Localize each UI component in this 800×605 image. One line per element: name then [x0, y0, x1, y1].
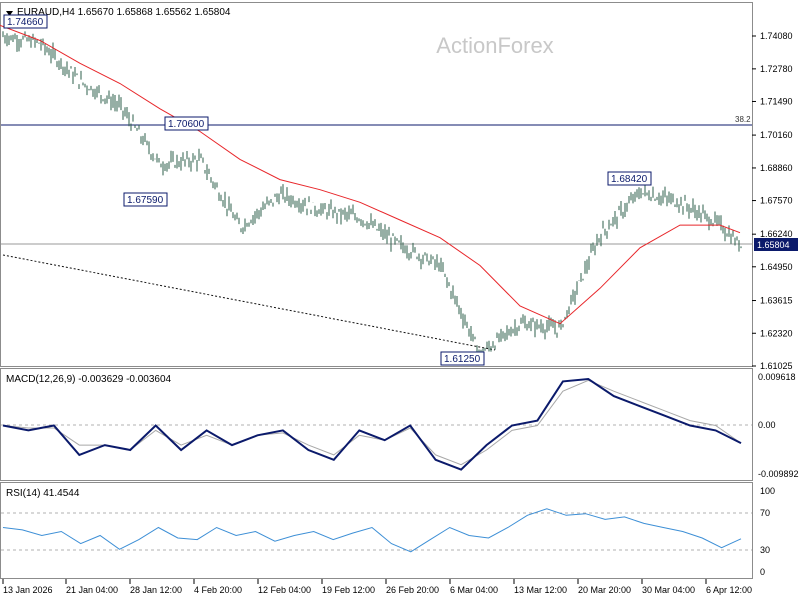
label-high1-text: 1.74660 — [7, 17, 44, 28]
macd-ytick-bottom: -0.009892 — [758, 469, 799, 479]
x-tick-label: 26 Feb 20:00 — [386, 585, 439, 595]
x-tick-label: 4 Feb 20:00 — [194, 585, 242, 595]
fib-label: 38.2 — [735, 115, 751, 124]
main-ytick-label: 1.62320 — [760, 328, 793, 338]
x-tick-label: 13 Jan 2026 — [3, 585, 53, 595]
main-ytick-label: 1.72780 — [760, 64, 793, 74]
macd-line — [2, 377, 742, 471]
rsi-panel-frame — [0, 482, 753, 579]
moving-average-line — [0, 24, 741, 325]
rsi-ytick-30: 30 — [760, 545, 770, 555]
rsi-ytick-70: 70 — [760, 508, 770, 518]
macd-panel-frame — [0, 368, 753, 481]
x-tick-label: 30 Mar 04:00 — [642, 585, 695, 595]
watermark: ActionForex — [436, 33, 553, 58]
x-tick-label: 6 Mar 04:00 — [450, 585, 498, 595]
symbol-header: EURAUD,H4 1.65670 1.65868 1.65562 1.6580… — [17, 7, 231, 18]
main-ytick-label: 1.66240 — [760, 229, 793, 239]
x-axis: 13 Jan 2026 21 Jan 04:00 28 Jan 12:00 4 Feb… — [2, 579, 752, 595]
main-ytick-label: 1.64950 — [760, 262, 793, 272]
macd-signal-line — [2, 379, 742, 466]
main-panel-frame — [0, 2, 753, 367]
dropdown-triangle-icon[interactable] — [6, 11, 13, 16]
current-price-tag — [754, 238, 798, 251]
label-high2-text: 1.68420 — [611, 174, 648, 185]
label-level2: 1.70600 — [164, 116, 209, 131]
price-bars — [2, 31, 742, 361]
current-price-value: 1.65804 — [757, 240, 790, 250]
main-ytick-label: 1.67570 — [760, 196, 793, 206]
trend-line — [2, 254, 496, 351]
label-high1: 1.74660 — [3, 14, 48, 29]
rsi-line — [2, 508, 742, 553]
x-tick-label: 20 Mar 20:00 — [578, 585, 631, 595]
label-high2: 1.68420 — [607, 171, 652, 186]
macd-title: MACD(12,26,9) -0.003629 -0.003604 — [6, 374, 172, 385]
label-low1-text: 1.67590 — [127, 195, 164, 206]
x-tick-label: 28 Jan 12:00 — [130, 585, 182, 595]
label-low1: 1.67590 — [123, 192, 168, 207]
main-ytick-label: 1.71490 — [760, 96, 793, 106]
rsi-title: RSI(14) 41.4544 — [6, 488, 80, 499]
label-low2-text: 1.61250 — [444, 354, 481, 365]
x-tick-label: 12 Feb 04:00 — [258, 585, 311, 595]
x-tick-label: 13 Mar 12:00 — [514, 585, 567, 595]
main-y-axis: 1.74080 1.72780 1.71490 1.70160 1.68860 1.675… — [752, 31, 793, 371]
rsi-ytick-0: 0 — [760, 567, 765, 577]
rsi-ytick-100: 100 — [760, 486, 775, 496]
main-ytick-label: 1.61025 — [760, 361, 793, 371]
main-ytick-label: 1.74080 — [760, 31, 793, 41]
macd-ytick-zero: 0.00 — [758, 420, 776, 430]
macd-ytick-top: 0.009618 — [758, 372, 796, 382]
x-tick-label: 21 Jan 04:00 — [66, 585, 118, 595]
label-level2-text: 1.70600 — [168, 119, 205, 130]
x-tick-label: 6 Apr 12:00 — [706, 585, 752, 595]
label-low2: 1.61250 — [440, 351, 485, 366]
main-ytick-label: 1.70160 — [760, 130, 793, 140]
main-ytick-label: 1.63615 — [760, 296, 793, 306]
x-tick-label: 19 Feb 12:00 — [322, 585, 375, 595]
main-ytick-label: 1.68860 — [760, 163, 793, 173]
